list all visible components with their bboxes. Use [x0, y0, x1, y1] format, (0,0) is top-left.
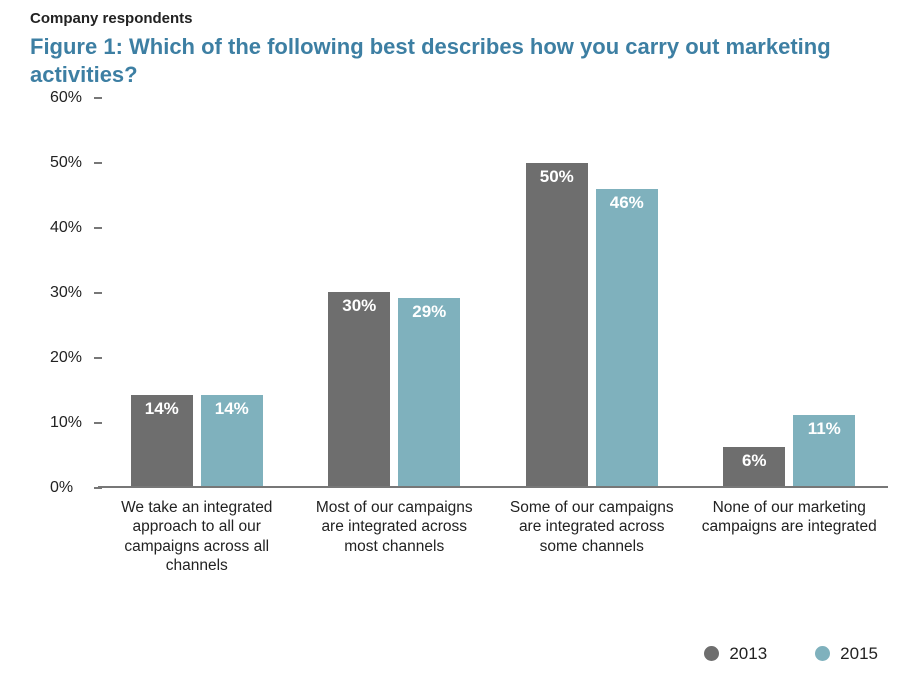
legend-item: 2015: [815, 644, 878, 664]
x-axis-label: Most of our campaigns are integrated acr…: [296, 492, 494, 578]
bar-group: 6% 11%: [691, 98, 889, 486]
bar-group: 30% 29%: [296, 98, 494, 486]
legend-swatch: [704, 646, 719, 661]
bar: 30%: [328, 292, 390, 486]
chart-subtitle: Company respondents: [30, 10, 888, 27]
bar-group: 14% 14%: [98, 98, 296, 486]
x-axis-label: Some of our campaigns are integrated acr…: [493, 492, 691, 578]
bar-value-label: 14%: [201, 399, 263, 419]
bar-value-label: 46%: [596, 193, 658, 213]
bar: 6%: [723, 447, 785, 486]
bar-value-label: 14%: [131, 399, 193, 419]
chart-title: Figure 1: Which of the following best de…: [30, 33, 888, 88]
legend-item: 2013: [704, 644, 767, 664]
y-tick-label: 10%: [50, 414, 98, 432]
bar-groups: 14% 14% 30% 29% 50% 46% 6% 11%: [98, 98, 888, 486]
bar: 14%: [201, 395, 263, 486]
bar-value-label: 11%: [793, 419, 855, 439]
bar: 46%: [596, 189, 658, 486]
bar-group: 50% 46%: [493, 98, 691, 486]
bar: 29%: [398, 298, 460, 486]
x-axis-labels: We take an integrated approach to all ou…: [98, 492, 888, 578]
legend-label: 2015: [840, 644, 878, 663]
bar-value-label: 50%: [526, 167, 588, 187]
bar: 50%: [526, 163, 588, 486]
bar-value-label: 30%: [328, 296, 390, 316]
y-tick-label: 50%: [50, 154, 98, 172]
y-tick-label: 0%: [50, 479, 98, 497]
plot-area: 14% 14% 30% 29% 50% 46% 6% 11%: [98, 98, 888, 488]
bar-value-label: 6%: [723, 451, 785, 471]
bar: 11%: [793, 415, 855, 486]
bar-value-label: 29%: [398, 302, 460, 322]
y-tick-label: 30%: [50, 284, 98, 302]
y-tick-label: 40%: [50, 219, 98, 237]
x-axis-label: None of our marketing campaigns are inte…: [691, 492, 889, 578]
legend-swatch: [815, 646, 830, 661]
x-axis-label: We take an integrated approach to all ou…: [98, 492, 296, 578]
legend: 2013 2015: [704, 644, 878, 664]
y-tick-label: 60%: [50, 89, 98, 107]
y-tick-label: 20%: [50, 349, 98, 367]
legend-label: 2013: [729, 644, 767, 663]
bar: 14%: [131, 395, 193, 486]
chart-container: 0%10%20%30%40%50%60% 14%14%30%29%50%46%6…: [50, 98, 888, 578]
